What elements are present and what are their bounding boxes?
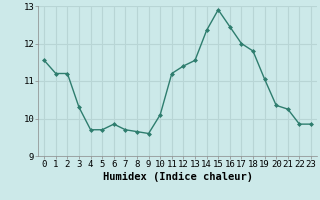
X-axis label: Humidex (Indice chaleur): Humidex (Indice chaleur) — [103, 172, 252, 182]
